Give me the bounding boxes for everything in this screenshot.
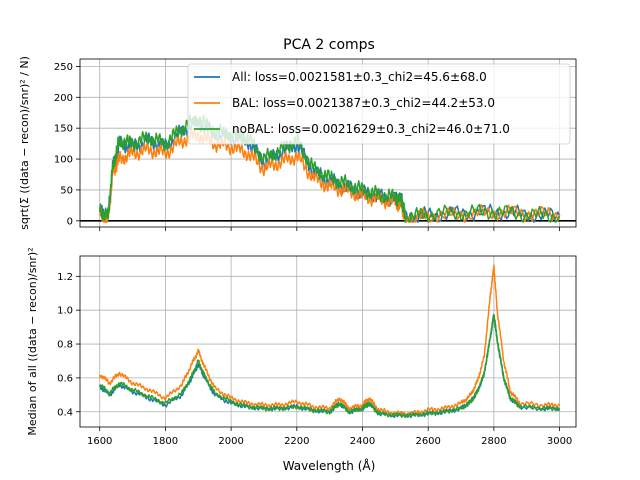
series-line-bal — [98, 127, 561, 223]
y-tick-label: 100 — [54, 155, 73, 166]
y-tick-label: 1.0 — [57, 306, 73, 317]
y-tick-label: 0.4 — [57, 407, 73, 418]
x-tick-label: 3000 — [547, 436, 572, 447]
x-tick-label: 2400 — [350, 436, 375, 447]
y-tick-label: 250 — [54, 62, 73, 73]
axes-frame — [79, 255, 577, 428]
y-tick-label: 0.8 — [57, 340, 73, 351]
chart-title: PCA 2 comps — [283, 37, 375, 53]
x-tick-label: 2800 — [481, 436, 506, 447]
x-tick-label: 2200 — [284, 436, 309, 447]
y-tick-label: 200 — [54, 93, 73, 104]
legend-label-all: All: loss=0.0021581±0.3_chi2=45.6±68.0 — [232, 70, 487, 84]
series-line-all — [99, 314, 561, 419]
legend: All: loss=0.0021581±0.3_chi2=45.6±68.0 BA… — [187, 63, 571, 145]
x-tick-label: 2600 — [415, 436, 440, 447]
y-tick-label: 150 — [54, 124, 73, 135]
y-axis-label: sqrt(Σ ((data − recon)/snr)² / N) — [18, 56, 31, 230]
legend-box — [187, 63, 571, 145]
y-axis-label: Median of all ((data − recon)/snr)² — [26, 247, 39, 435]
x-axis-label: Wavelength (Å) — [283, 458, 376, 473]
y-tick-label: 50 — [60, 185, 73, 196]
x-tick-label: 2000 — [218, 436, 243, 447]
axes-frame — [79, 58, 577, 228]
legend-label-nobal: noBAL: loss=0.0021629±0.3_chi2=46.0±71.0 — [232, 122, 510, 136]
series-line-nobal — [98, 314, 561, 419]
y-tick-label: 1.2 — [57, 272, 73, 283]
y-tick-label: 0 — [67, 216, 73, 227]
bottom-panel: 1600 1800 2000 2200 2400 2600 2800 3000 0.4 0.6 0.… — [26, 247, 577, 447]
series-line-nobal — [98, 114, 561, 223]
x-tick-label: 1600 — [87, 436, 112, 447]
x-tick-label: 1800 — [153, 436, 178, 447]
series-line-bal — [98, 264, 561, 417]
legend-label-bal: BAL: loss=0.0021387±0.3_chi2=44.2±53.0 — [232, 96, 495, 110]
y-tick-label: 0.6 — [57, 373, 73, 384]
